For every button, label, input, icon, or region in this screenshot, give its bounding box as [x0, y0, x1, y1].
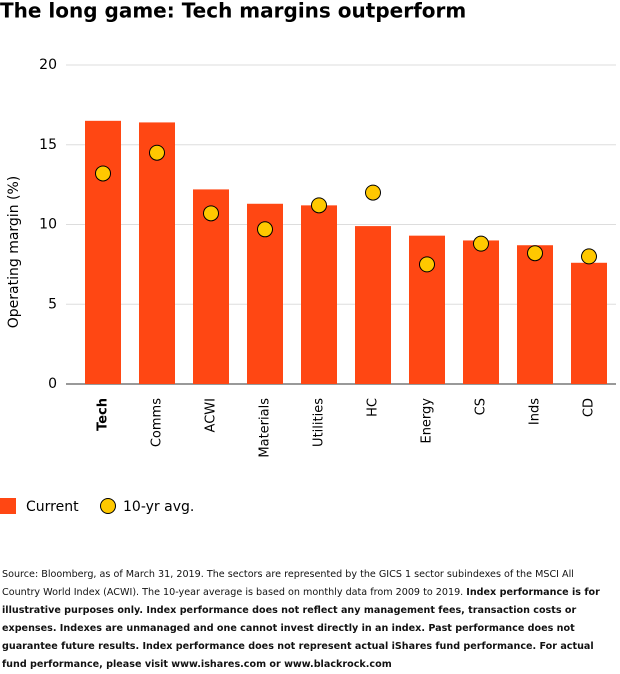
chart: The long game: Tech margins outperform O… [0, 0, 616, 515]
avg-marker [419, 256, 435, 273]
x-tick-label: CS [474, 398, 489, 415]
bar [193, 189, 229, 384]
y-tick-label: 15 [39, 137, 57, 153]
bar [463, 240, 499, 384]
legend-swatch [0, 498, 16, 514]
bar [355, 226, 391, 384]
bar [301, 205, 337, 384]
y-tick-label: 5 [48, 296, 57, 312]
x-tick-label: Materials [258, 398, 273, 458]
x-tick-label: Utilities [312, 398, 327, 447]
avg-marker [311, 197, 327, 214]
avg-marker [527, 245, 543, 262]
chart-title: The long game: Tech margins outperform [0, 0, 466, 23]
disclaimer-text: Index performance is for illustrative pu… [2, 587, 600, 670]
avg-marker [473, 235, 489, 252]
y-axis-title: Operating margin (%) [6, 176, 22, 329]
source-text: Source: Bloomberg, as of March 31, 2019.… [2, 569, 574, 598]
x-tick-label: Tech [96, 398, 111, 431]
avg-marker [203, 205, 219, 222]
legend-label: 10-yr avg. [123, 499, 194, 515]
y-tick-label: 0 [48, 376, 57, 392]
x-tick-label: ACWI [204, 398, 219, 432]
bar [139, 122, 175, 385]
avg-marker [95, 165, 111, 182]
legend-swatch [100, 498, 116, 514]
bar [571, 262, 607, 384]
x-tick-label: Energy [420, 398, 435, 444]
x-tick-label: HC [366, 398, 381, 417]
avg-marker [581, 248, 597, 265]
avg-marker [149, 144, 165, 161]
bar [517, 245, 553, 384]
avg-marker [365, 184, 381, 201]
x-tick-label: Comms [150, 398, 165, 447]
y-tick-label: 10 [39, 217, 57, 233]
bar [85, 120, 121, 384]
x-tick-label: CD [582, 398, 597, 417]
legend-label: Current [26, 499, 79, 515]
y-tick-label: 20 [39, 57, 57, 73]
avg-marker [257, 221, 273, 238]
footnote: Source: Bloomberg, as of March 31, 2019.… [2, 566, 608, 674]
x-tick-label: Inds [528, 398, 543, 425]
